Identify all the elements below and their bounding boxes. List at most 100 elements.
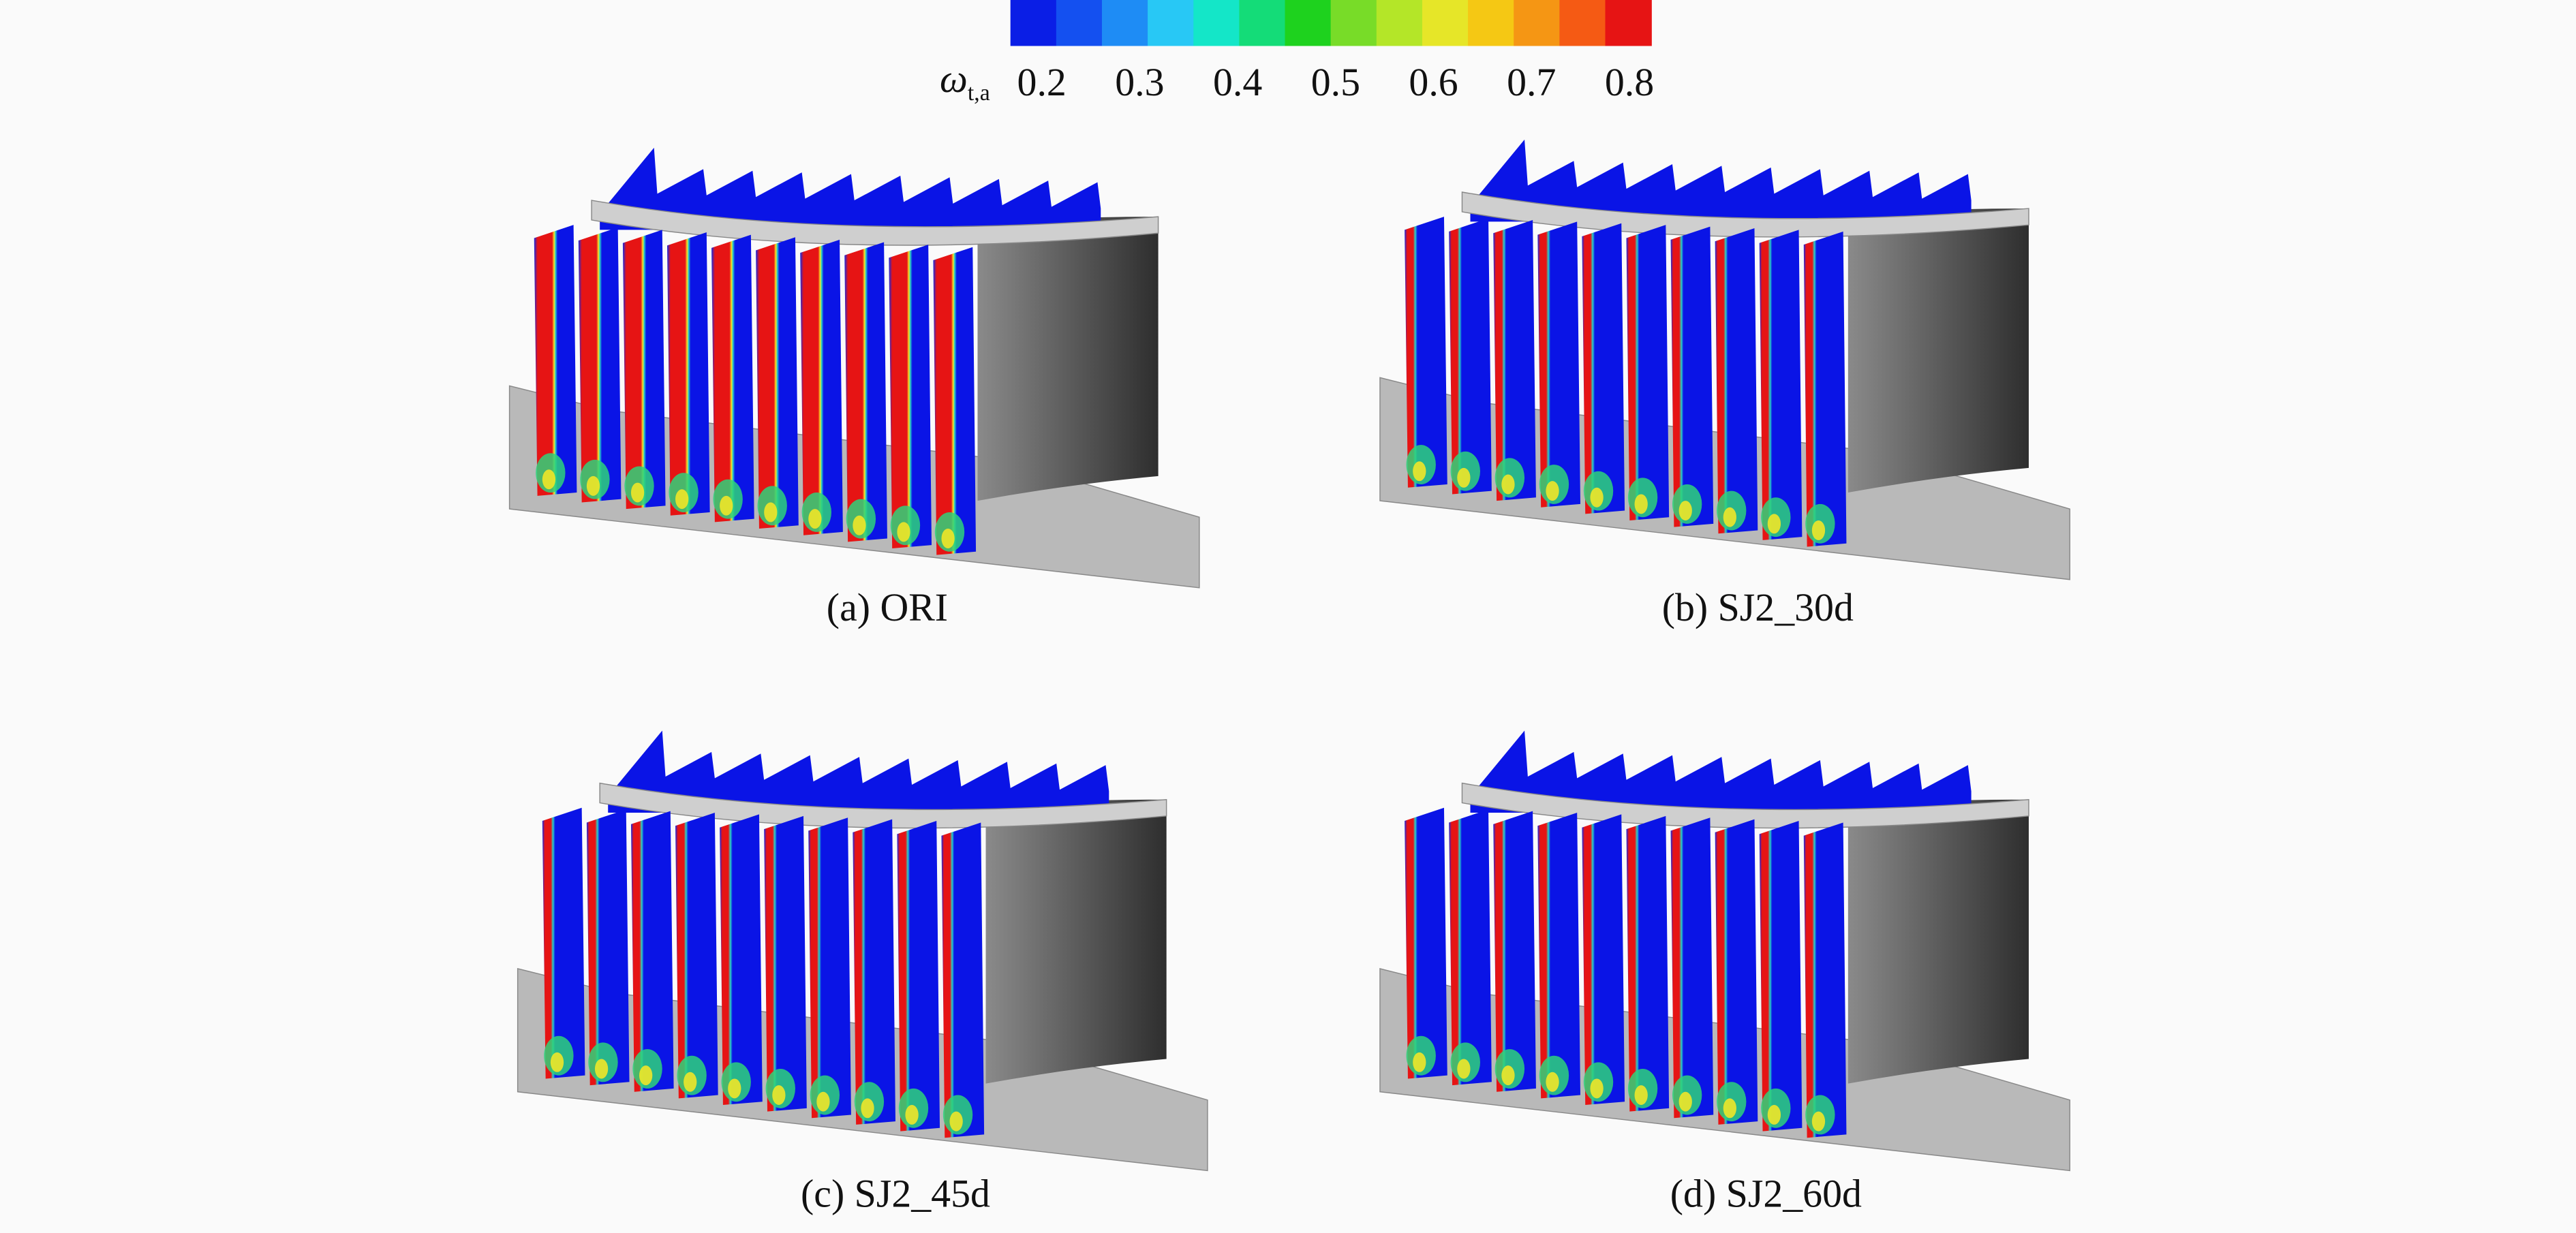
blade-contour — [534, 225, 577, 496]
cascade-render — [1379, 139, 2070, 580]
colorbar-tick-label: 0.6 — [1409, 60, 1458, 104]
blade-contour — [675, 813, 718, 1099]
casing — [977, 217, 1159, 501]
top-blades — [608, 730, 1109, 813]
blade-corner-core — [949, 1111, 963, 1131]
blade-corner-core — [1634, 494, 1648, 514]
casing — [985, 799, 1167, 1084]
cascade-render — [1379, 730, 2070, 1172]
blade-contour — [897, 821, 940, 1131]
colorbar-tick-label: 0.7 — [1507, 60, 1556, 104]
colorbar-symbol: ω — [940, 57, 968, 101]
colorbar-swatch — [1468, 0, 1515, 46]
colorbar-swatch — [1239, 0, 1286, 46]
blade-contour — [711, 234, 754, 522]
casing — [1847, 799, 2029, 1084]
blade-corner-core — [1413, 1052, 1426, 1072]
blade-corner-core — [764, 502, 778, 522]
blade-contour — [889, 245, 932, 548]
panel-caption: (d) SJ2_60d — [1670, 1171, 1862, 1215]
colorbar-label: ωt,a — [940, 57, 990, 106]
blade-contour — [764, 815, 807, 1112]
blade-corner-core — [684, 1072, 697, 1092]
blade-corner-core — [897, 522, 910, 542]
colorbar-swatch — [1285, 0, 1332, 46]
colorbar-tick-label: 0.8 — [1605, 60, 1654, 104]
blade-corner-core — [941, 529, 955, 548]
blade-corner-core — [1501, 1065, 1515, 1086]
blade-contour — [630, 811, 674, 1092]
blade-corner-core — [816, 1091, 830, 1112]
blade-corner-core — [1457, 467, 1471, 488]
blade-contour — [1449, 218, 1492, 495]
blade-contour — [853, 819, 895, 1125]
blade-contour — [666, 232, 710, 516]
colorbar-swatch — [1605, 0, 1652, 46]
blade-corner-core — [1457, 1059, 1471, 1079]
blade-contour — [844, 242, 887, 542]
blade-contour — [941, 822, 985, 1138]
top-blades — [1470, 730, 1972, 813]
top-blades — [1470, 139, 1972, 222]
colorbar-subscript: t,a — [968, 80, 990, 106]
blade-contour — [1537, 221, 1581, 508]
blade-contour — [1626, 225, 1670, 521]
colorbar-swatch — [1148, 0, 1195, 46]
colorbar-tick-label: 0.4 — [1213, 60, 1262, 104]
blade-contour — [1715, 228, 1758, 534]
blade-corner-core — [1767, 1105, 1781, 1125]
blade-contour — [1670, 226, 1714, 527]
blade-corner-core — [1546, 1072, 1559, 1092]
blade-corner-core — [630, 482, 645, 503]
panel-caption: (a) ORI — [827, 585, 948, 629]
blade-contour — [622, 230, 666, 510]
blade-corner-core — [675, 489, 689, 510]
blade-contour — [1759, 821, 1803, 1131]
blade-contour — [1537, 813, 1581, 1099]
blade-corner-core — [772, 1085, 786, 1106]
blade-contour — [1803, 231, 1847, 547]
blade-contour — [1493, 219, 1536, 501]
blade-contour — [1405, 807, 1447, 1079]
blade-contour — [542, 807, 585, 1079]
blade-contour — [1582, 223, 1625, 514]
colorbar-swatch — [1514, 0, 1561, 46]
blade-contour — [578, 227, 622, 503]
colorbar-tick-label: 0.2 — [1017, 60, 1067, 104]
blade-contour — [1405, 217, 1447, 488]
panel-caption: (b) SJ2_30d — [1662, 585, 1854, 629]
blade-corner-core — [1546, 481, 1559, 501]
blade-corner-core — [808, 509, 822, 529]
blade-corner-core — [1590, 487, 1604, 508]
blade-corner-core — [586, 475, 600, 496]
blade-corner-core — [1678, 1091, 1692, 1112]
blade-contour — [1493, 811, 1536, 1092]
colorbar-swatch — [1101, 0, 1149, 46]
blade-corner-core — [720, 495, 733, 516]
blade-contour — [1670, 817, 1714, 1119]
blade-contour — [933, 247, 977, 555]
blade-corner-core — [853, 515, 866, 535]
blade-corner-core — [639, 1065, 653, 1086]
blade-corner-core — [594, 1059, 609, 1079]
colorbar-swatch — [1330, 0, 1378, 46]
colorbar-tick-label: 0.5 — [1311, 60, 1360, 104]
top-blades — [600, 147, 1101, 230]
cascade-render — [517, 730, 1208, 1172]
blade-contour — [808, 817, 851, 1119]
cascade-render — [508, 147, 1200, 589]
colorbar-swatch — [1010, 0, 1058, 46]
colorbar-swatch — [1422, 0, 1469, 46]
blade-corner-core — [1413, 461, 1426, 482]
colorbar-swatch — [1193, 0, 1240, 46]
panel-caption: (c) SJ2_45d — [801, 1171, 990, 1215]
colorbar-swatch — [1056, 0, 1103, 46]
blade-corner-core — [1634, 1085, 1648, 1106]
blade-corner-core — [861, 1098, 874, 1119]
blade-corner-core — [1723, 1098, 1736, 1119]
blade-corner-core — [550, 1052, 564, 1072]
blade-corner-core — [542, 469, 556, 490]
colorbar-tick-label: 0.3 — [1115, 60, 1164, 104]
blade-contour — [1449, 809, 1492, 1086]
